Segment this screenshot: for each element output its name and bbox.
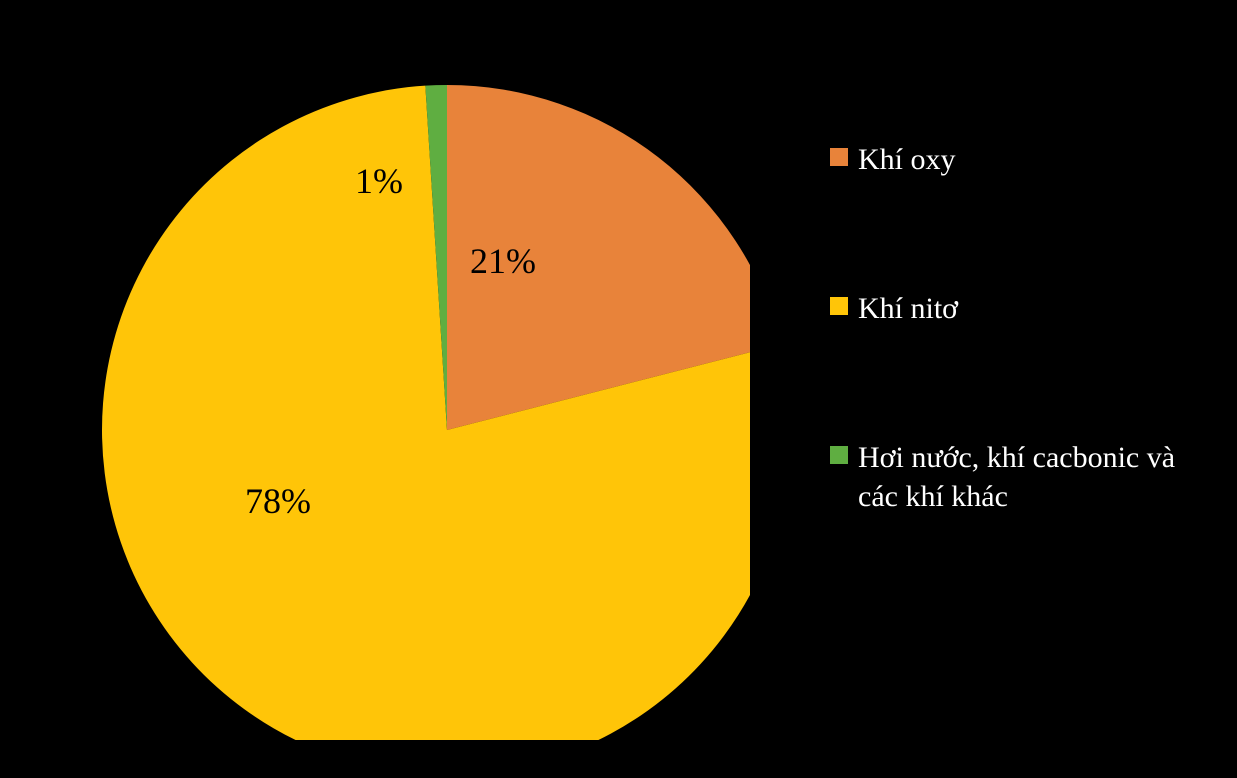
legend-text-oxy: Khí oxy — [858, 140, 956, 179]
legend-text-other: Hơi nước, khí cacbonic và các khí khác — [858, 438, 1210, 516]
legend-swatch-nito — [830, 297, 848, 315]
slice-label-other: 1% — [355, 160, 403, 202]
pie-svg — [50, 40, 750, 740]
legend-item-nito: Khí nitơ — [830, 289, 1210, 328]
legend-item-other: Hơi nước, khí cacbonic và các khí khác — [830, 438, 1210, 516]
slice-label-nito: 78% — [245, 480, 311, 522]
slice-label-oxy: 21% — [470, 240, 536, 282]
pie-chart: 21% 78% 1% — [50, 40, 750, 740]
legend: Khí oxy Khí nitơ Hơi nước, khí cacbonic … — [830, 140, 1210, 626]
legend-swatch-other — [830, 446, 848, 464]
legend-text-nito: Khí nitơ — [858, 289, 958, 328]
legend-item-oxy: Khí oxy — [830, 140, 1210, 179]
legend-swatch-oxy — [830, 148, 848, 166]
